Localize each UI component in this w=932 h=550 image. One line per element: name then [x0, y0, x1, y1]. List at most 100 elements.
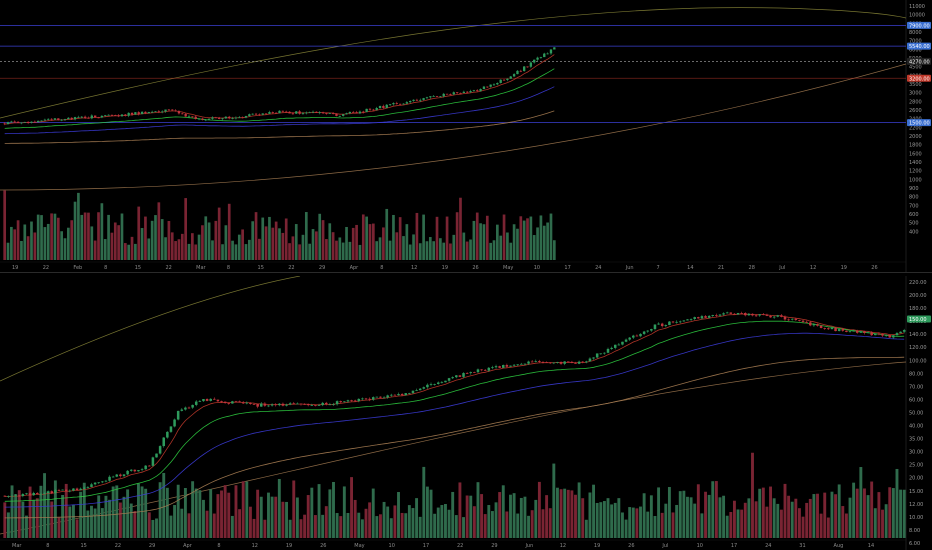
top-candlestick-chart[interactable]: 1100010000900080007000600050004500400035… [0, 0, 932, 272]
time-tick-label: 24 [595, 265, 601, 271]
volume-bar [891, 488, 895, 538]
volume-bar [570, 490, 574, 538]
candle-body [20, 122, 23, 124]
volume-bar [241, 481, 245, 538]
candle-body [455, 375, 458, 378]
volume-bar [303, 514, 307, 538]
candle-body [50, 491, 54, 494]
candle-body [166, 431, 169, 438]
candle-body [278, 110, 281, 114]
volume-bar [445, 216, 449, 260]
bottom-chart-pane[interactable]: 220.00200.00180.00160.00140.00120.00100.… [0, 276, 932, 550]
volume-bar [46, 491, 50, 538]
price-tick-label: 6000 [909, 47, 922, 53]
candle-body [298, 111, 301, 114]
volume-bar [50, 501, 54, 538]
candle-body [588, 358, 592, 362]
candle-body [353, 400, 357, 402]
candle-body [216, 399, 220, 402]
bottom-candlestick-chart[interactable]: 220.00200.00180.00160.00140.00120.00100.… [0, 276, 932, 550]
volume-bar [118, 502, 122, 538]
volume-bar [104, 495, 108, 538]
candle-body [452, 92, 455, 95]
candle-body [119, 474, 122, 477]
volume-bar [747, 498, 751, 538]
candle-body [318, 112, 321, 114]
price-tick-label: 2200 [909, 125, 922, 131]
candle-body [512, 364, 516, 366]
candle-body [248, 114, 251, 117]
volume-bar [490, 511, 494, 538]
volume-bar [357, 512, 361, 538]
candle-body [402, 103, 405, 105]
volume-bar [884, 504, 888, 538]
volume-bar [299, 519, 303, 538]
candle-body [733, 313, 736, 315]
volume-bar [482, 224, 486, 260]
volume-bar [21, 501, 25, 538]
volume-bar [736, 509, 740, 538]
volume-bar [274, 496, 278, 538]
candle-body [751, 313, 754, 316]
time-tick-label: Feb [73, 265, 82, 271]
candle-body [859, 331, 863, 333]
candle-body [657, 323, 660, 325]
candle-body [234, 117, 238, 119]
candle-body [390, 394, 393, 396]
volume-bar [830, 491, 834, 538]
candle-body [405, 102, 409, 104]
candle-body [46, 491, 50, 494]
volume-bar [310, 487, 314, 538]
candle-body [473, 372, 476, 373]
price-tag [907, 57, 931, 65]
candle-body [228, 116, 231, 119]
volume-bar [494, 502, 498, 538]
volume-bar [111, 486, 115, 538]
volume-bar [295, 497, 299, 538]
volume-bar [180, 508, 184, 538]
candle-body [574, 362, 577, 364]
candle-body [459, 92, 462, 94]
top-chart-pane[interactable]: 1100010000900080007000600050004500400035… [0, 0, 932, 273]
volume-bar [220, 490, 223, 538]
volume-bar [346, 512, 350, 538]
candle-body [559, 361, 563, 364]
volume-bar [167, 221, 171, 260]
candle-body [465, 373, 469, 374]
candle-body [130, 112, 134, 115]
time-tick-label: 26 [472, 265, 478, 271]
candle-body [47, 118, 50, 120]
candle-body [902, 330, 906, 332]
candle-body [549, 49, 553, 54]
long-curve [0, 276, 301, 382]
candle-body [187, 116, 191, 118]
volume-bar [392, 214, 395, 260]
price-tick-label: 1800 [909, 143, 922, 149]
candle-body [133, 469, 137, 472]
candle-body [536, 57, 539, 60]
volume-bar [258, 238, 261, 260]
volume-bar [238, 509, 242, 538]
volume-bar [358, 244, 362, 260]
candle-body [167, 109, 171, 111]
volume-bar [217, 207, 221, 260]
candle-body [365, 108, 368, 113]
volume-bar [422, 466, 426, 538]
candle-body [194, 116, 197, 120]
candle-body [77, 116, 80, 118]
candles [3, 311, 906, 498]
candle-body [899, 331, 902, 334]
volume-bar [704, 491, 707, 538]
candle-body [546, 53, 549, 55]
volume-bar [693, 503, 697, 538]
volume-bar [365, 216, 368, 260]
volume-bar [144, 216, 147, 260]
volume-bar [127, 244, 131, 260]
time-tick-label: Apr [350, 265, 360, 271]
volume-bar [834, 494, 838, 538]
price-tick-label: 180.00 [909, 306, 927, 312]
candle-body [238, 117, 241, 119]
time-tick-label: 22 [165, 265, 171, 271]
volume-bar [117, 225, 120, 260]
volume-bar [67, 227, 70, 260]
